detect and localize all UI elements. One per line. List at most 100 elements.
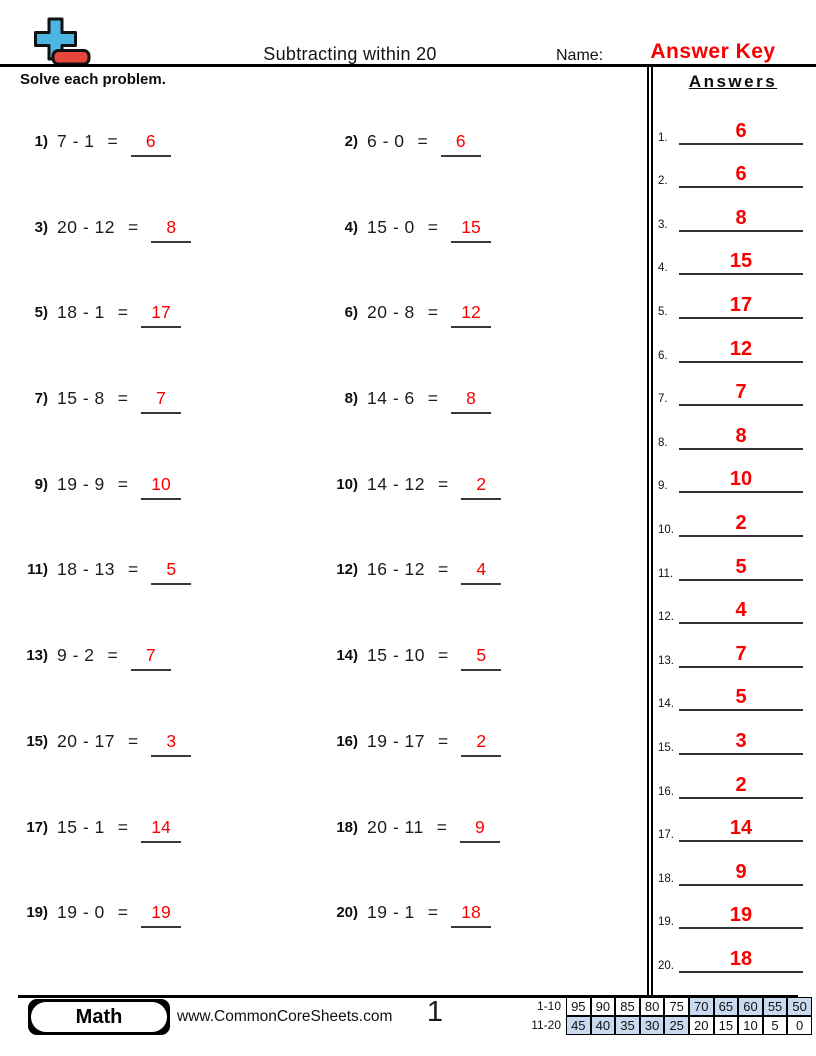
answer-value: 14: [679, 818, 803, 843]
answer-number: 3.: [658, 218, 668, 231]
score-cell: 20: [688, 1016, 714, 1035]
answer-key-value: Answer Key: [650, 40, 776, 63]
answer-item: 3. 8: [653, 188, 813, 232]
answer-value: 3: [679, 731, 803, 755]
page-title: Subtracting within 20: [263, 44, 437, 64]
problem-row: 20) 19 - 1 = 18: [328, 902, 640, 988]
problem-expression: 19 - 0: [57, 902, 105, 923]
problem-number: 3): [34, 218, 48, 236]
equals-sign: =: [127, 559, 139, 580]
answer-value: 19: [679, 905, 803, 930]
score-cell: 75: [664, 997, 689, 1016]
equals-sign: =: [117, 388, 128, 409]
answer-item: 8. 8: [653, 406, 813, 450]
problem-row: 11) 18 - 13 = 5: [18, 559, 318, 645]
answer-value: 8: [679, 208, 803, 232]
answer-number: 15.: [658, 741, 674, 754]
answer-item: 14. 5: [653, 668, 813, 712]
problem-number: 4): [344, 218, 358, 236]
answer-value: 5: [679, 557, 803, 581]
score-cell: 5: [762, 1016, 788, 1035]
problem-number: 11): [27, 561, 48, 579]
equals-sign: =: [437, 730, 449, 751]
answer-value: 5: [679, 687, 803, 712]
problem-answer: 10: [140, 474, 181, 500]
equals-sign: =: [117, 816, 128, 837]
problem-row: 4) 15 - 0 = 15: [328, 217, 640, 303]
problem-answer: 14: [140, 817, 181, 843]
problem-number: 5): [34, 304, 48, 322]
answer-item: 10. 2: [653, 493, 813, 537]
answer-number: 13.: [658, 654, 674, 667]
problem-number: 19): [26, 904, 48, 922]
answer-value: 7: [679, 644, 803, 668]
problem-expression: 18 - 13: [57, 559, 115, 580]
problem-answer: 17: [140, 302, 181, 329]
answer-number: 2.: [658, 175, 668, 188]
answers-divider: [647, 64, 653, 995]
equals-sign: =: [117, 902, 128, 923]
problem-expression: 15 - 0: [367, 216, 415, 237]
answer-number: 8.: [658, 436, 668, 449]
equals-sign: =: [107, 131, 118, 151]
problem-expression: 15 - 1: [57, 816, 105, 837]
equals-sign: =: [417, 131, 428, 151]
subject-label: Math: [31, 1002, 167, 1032]
answer-value: 2: [679, 513, 803, 537]
score-cell: 25: [664, 1016, 689, 1035]
score-row-label: 11-20: [531, 1018, 561, 1032]
answer-item: 16. 2: [653, 755, 813, 799]
answer-number: 9.: [658, 480, 668, 493]
answer-item: 15. 3: [653, 711, 813, 755]
equals-sign: =: [437, 645, 449, 666]
score-cell: 65: [713, 997, 739, 1016]
answer-value: 2: [679, 775, 803, 799]
score-cell: 60: [738, 997, 763, 1016]
equals-sign: =: [427, 216, 438, 237]
problem-expression: 9 - 2: [57, 645, 95, 666]
problem-row: 6) 20 - 8 = 12: [328, 302, 640, 388]
instructions-text: Solve each problem.: [20, 71, 166, 88]
score-row-label: 1-10: [536, 999, 561, 1013]
answer-value: 12: [679, 339, 803, 363]
answer-number: 18.: [658, 872, 674, 885]
answer-item: 13. 7: [653, 624, 813, 668]
answer-number: 1.: [658, 131, 668, 144]
problem-number: 20): [336, 904, 358, 922]
answer-number: 6.: [658, 349, 668, 362]
problem-number: 14): [336, 647, 358, 665]
equals-sign: =: [117, 473, 128, 494]
equals-sign: =: [427, 302, 438, 323]
score-cell: 45: [566, 1016, 591, 1035]
problem-row: 7) 15 - 8 = 7: [18, 388, 318, 474]
website-text: www.CommonCoreSheets.com: [177, 1008, 393, 1025]
answer-value: 9: [679, 862, 803, 886]
answer-item: 9. 10: [653, 450, 813, 494]
answer-number: 16.: [658, 785, 674, 798]
answer-number: 5.: [658, 305, 668, 318]
problem-row: 1) 7 - 1 = 6: [18, 131, 318, 217]
answers-title: Answers: [688, 72, 778, 91]
problem-expression: 20 - 12: [57, 216, 115, 237]
answer-item: 2. 6: [653, 145, 813, 189]
answer-value: 6: [679, 121, 803, 145]
problem-row: 13) 9 - 2 = 7: [18, 645, 318, 731]
score-row: 11-20 45 40 35 30 25 20 15 10 5 0: [524, 1016, 812, 1035]
problem-answer: 12: [450, 302, 491, 329]
equals-sign: =: [436, 816, 447, 837]
problem-number: 16): [336, 732, 358, 750]
problem-expression: 15 - 8: [57, 388, 105, 409]
problem-number: 2): [344, 133, 358, 150]
score-cell: 50: [787, 997, 812, 1016]
problem-row: 3) 20 - 12 = 8: [18, 217, 318, 303]
answers-list: 1. 6 2. 6 3. 8 4. 15 5. 17 6. 12 7. 7 8.…: [653, 101, 813, 973]
answer-value: 15: [679, 251, 803, 276]
problem-expression: 14 - 12: [367, 473, 425, 494]
answer-value: 18: [679, 949, 803, 973]
score-cell: 40: [590, 1016, 616, 1035]
equals-sign: =: [127, 216, 139, 237]
problem-answer: 7: [130, 645, 171, 672]
answer-item: 6. 12: [653, 319, 813, 363]
score-cell: 10: [738, 1016, 763, 1035]
